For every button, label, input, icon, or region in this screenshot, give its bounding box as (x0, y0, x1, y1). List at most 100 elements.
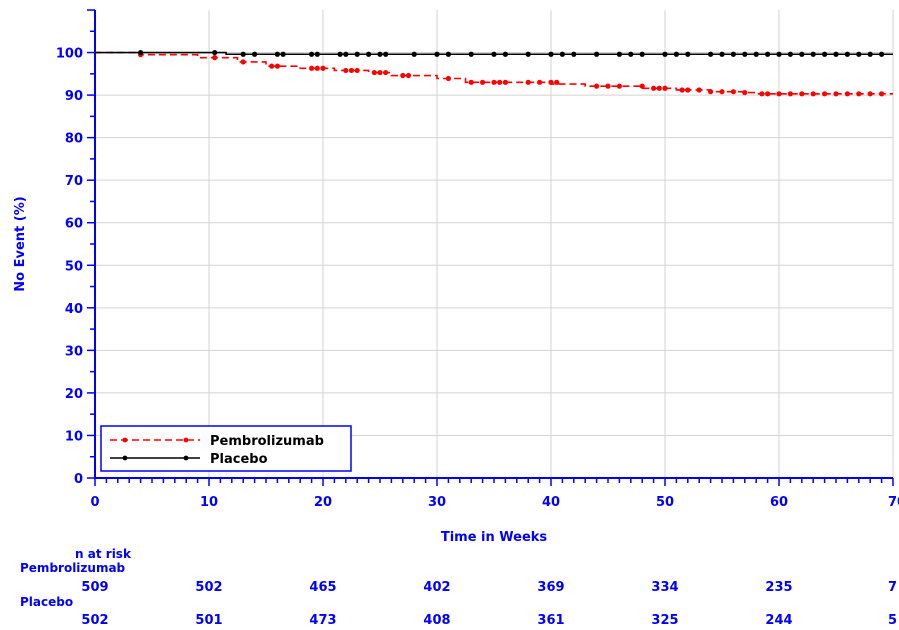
censor-mark-pembrolizumab (383, 69, 389, 76)
censor-mark-placebo (719, 51, 725, 57)
y-axis-label: No Event (%) (13, 196, 28, 291)
censor-mark-pembrolizumab (679, 87, 685, 93)
risk-value: 5 (888, 613, 897, 628)
censor-mark-pembrolizumab (480, 79, 486, 85)
censor-mark-placebo (548, 51, 554, 57)
series-line-placebo (95, 51, 893, 56)
risk-value: 509 (81, 580, 108, 595)
censor-mark-placebo (844, 51, 851, 57)
censor-mark-placebo (867, 51, 873, 57)
censor-mark-pembrolizumab (799, 91, 805, 97)
legend-box (100, 425, 352, 472)
censor-mark-pembrolizumab (662, 85, 668, 91)
risk-value: 465 (309, 580, 336, 595)
legend-label: Placebo (210, 452, 268, 467)
censor-mark-pembrolizumab (309, 65, 315, 71)
y-tick-label: 40 (65, 302, 83, 317)
legend-marker (183, 437, 189, 443)
censor-mark-placebo (616, 51, 623, 57)
censor-mark-placebo (383, 51, 389, 57)
censor-mark-pembrolizumab (212, 55, 218, 61)
risk-value: 402 (423, 580, 450, 595)
censor-mark-pembrolizumab (314, 65, 320, 71)
censor-mark-placebo (491, 51, 497, 57)
risk-value: 235 (765, 580, 792, 595)
x-tick-label: 50 (656, 495, 674, 510)
censor-mark-pembrolizumab (685, 87, 691, 93)
censor-mark-pembrolizumab (269, 63, 275, 69)
censor-mark-pembrolizumab (867, 91, 873, 97)
x-tick-label: 20 (314, 495, 332, 510)
censor-mark-placebo (673, 51, 680, 57)
censor-mark-pembrolizumab (502, 79, 508, 85)
censor-mark-pembrolizumab (759, 91, 765, 97)
censor-mark-pembrolizumab (651, 85, 657, 91)
censor-mark-placebo (252, 51, 258, 57)
risk-value: 502 (195, 580, 222, 595)
x-tick-label: 30 (428, 495, 446, 510)
censor-mark-pembrolizumab (537, 79, 543, 85)
censor-mark-placebo (879, 51, 885, 57)
censor-mark-pembrolizumab (405, 72, 412, 79)
censor-mark-placebo (377, 51, 383, 57)
censor-mark-placebo (525, 51, 531, 57)
censor-mark-placebo (799, 51, 805, 57)
censor-mark-pembrolizumab (343, 67, 349, 74)
x-tick-label: 60 (770, 495, 788, 510)
y-tick-label: 60 (65, 217, 83, 232)
censor-mark-pembrolizumab (656, 85, 662, 91)
y-tick-label: 80 (65, 132, 83, 147)
censor-mark-pembrolizumab (548, 79, 554, 85)
x-tick-label: 70 (888, 495, 899, 510)
censor-mark-pembrolizumab (445, 75, 451, 82)
censor-mark-placebo (314, 51, 320, 57)
risk-value: 244 (765, 613, 792, 628)
censor-mark-pembrolizumab (742, 89, 748, 96)
censor-mark-placebo (708, 51, 714, 57)
censor-mark-pembrolizumab (810, 91, 816, 97)
censor-mark-pembrolizumab (348, 67, 355, 74)
x-axis-label: Time in Weeks (441, 530, 548, 545)
risk-value: 501 (195, 613, 222, 628)
censor-mark-pembrolizumab (730, 89, 737, 95)
censor-mark-pembrolizumab (274, 63, 280, 69)
risk-row-label: Pembrolizumab (20, 561, 126, 575)
risk-value: 502 (81, 613, 108, 628)
censor-mark-placebo (138, 49, 144, 56)
risk-value: 473 (309, 613, 336, 628)
censor-mark-placebo (856, 51, 862, 57)
censor-mark-pembrolizumab (776, 91, 782, 97)
censor-mark-pembrolizumab (491, 79, 497, 85)
censor-mark-placebo (274, 51, 280, 57)
censor-mark-placebo (776, 51, 782, 57)
censor-mark-placebo (810, 51, 816, 57)
censor-mark-pembrolizumab (605, 83, 611, 89)
censor-mark-placebo (434, 51, 440, 57)
y-tick-label: 20 (65, 387, 83, 402)
x-tick-label: 40 (542, 495, 560, 510)
censor-mark-pembrolizumab (616, 83, 623, 89)
censor-mark-pembrolizumab (879, 91, 885, 97)
censor-mark-pembrolizumab (787, 91, 794, 97)
y-tick-label: 10 (65, 429, 83, 444)
censor-mark-pembrolizumab (833, 91, 839, 97)
censor-mark-placebo (559, 51, 566, 57)
risk-row-label: Placebo (20, 595, 73, 609)
risk-value: 325 (651, 613, 678, 628)
censor-mark-pembrolizumab (525, 79, 531, 85)
censor-mark-pembrolizumab (400, 72, 406, 79)
censor-mark-pembrolizumab (639, 83, 645, 89)
censor-mark-pembrolizumab (594, 83, 600, 89)
censor-mark-pembrolizumab (856, 91, 862, 97)
y-tick-label: 100 (56, 47, 83, 62)
censor-mark-pembrolizumab (844, 91, 851, 97)
censor-mark-placebo (240, 51, 246, 57)
censor-mark-placebo (571, 51, 577, 57)
legend-label: Pembrolizumab (210, 434, 324, 449)
censor-mark-placebo (502, 51, 508, 57)
censor-mark-placebo (639, 51, 645, 57)
censor-mark-pembrolizumab (468, 79, 474, 85)
censor-mark-placebo (822, 51, 828, 57)
censor-mark-placebo (468, 51, 474, 57)
